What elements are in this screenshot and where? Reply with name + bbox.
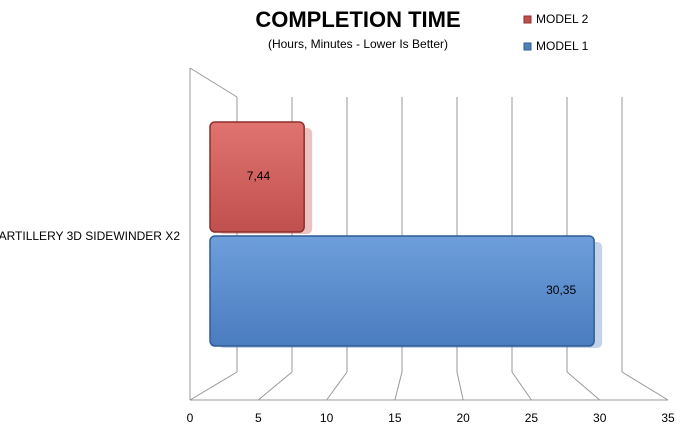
bar xyxy=(209,121,305,233)
floor-line xyxy=(326,371,348,401)
x-tick-label: 10 xyxy=(320,411,334,425)
floor-line xyxy=(189,371,238,401)
chart-subtitle: (Hours, Minutes - Lower Is Better) xyxy=(268,37,448,51)
data-label: 7,44 xyxy=(247,169,271,183)
floor-line xyxy=(566,371,601,401)
chart-title: COMPLETION TIME xyxy=(255,7,460,32)
legend-label: MODEL 2 xyxy=(536,12,589,26)
x-tick-label: 5 xyxy=(255,411,262,425)
floor-line xyxy=(511,371,532,401)
left-wall-top xyxy=(189,67,238,98)
x-tick-label: 20 xyxy=(456,411,470,425)
data-label: 30,35 xyxy=(546,283,576,297)
x-tick-label: 25 xyxy=(525,411,539,425)
x-tick-label: 35 xyxy=(661,411,675,425)
legend-label: MODEL 1 xyxy=(536,39,589,53)
floor-line xyxy=(257,371,293,401)
y-tick-label: ARTILLERY 3D SIDEWINDER X2 xyxy=(0,229,180,243)
bar xyxy=(209,235,595,347)
legend-swatch xyxy=(523,15,532,24)
legend-swatch xyxy=(523,42,532,51)
x-tick-label: 30 xyxy=(593,411,607,425)
x-tick-label: 0 xyxy=(187,411,194,425)
floor-line xyxy=(394,371,403,401)
floor-line xyxy=(621,371,669,401)
x-tick-label: 15 xyxy=(388,411,402,425)
floor-line xyxy=(456,371,464,401)
